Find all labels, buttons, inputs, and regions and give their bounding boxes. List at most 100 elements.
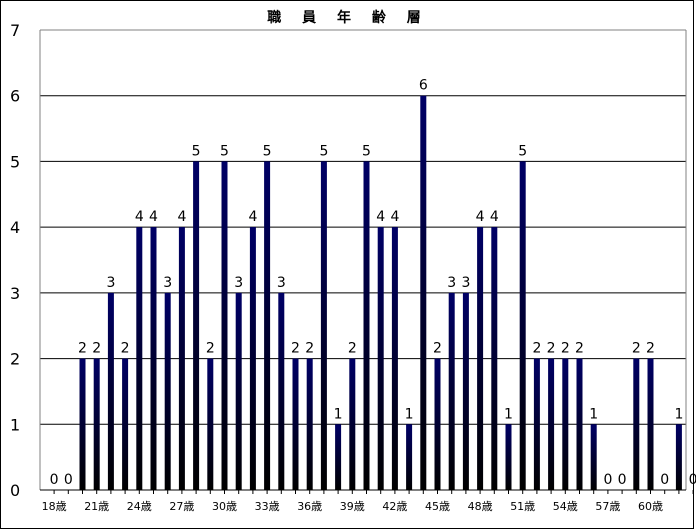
y-tick-label: 3 — [10, 284, 20, 303]
bar — [462, 292, 469, 490]
x-tick-label: 45歳 — [425, 500, 450, 513]
bar — [633, 358, 640, 490]
bar — [249, 227, 256, 490]
data-label: 2 — [547, 341, 556, 357]
x-tick-label: 42歳 — [382, 500, 407, 513]
data-label: 1 — [589, 406, 598, 422]
bar — [107, 292, 114, 490]
bar — [519, 161, 526, 490]
data-label: 1 — [674, 406, 683, 422]
bar — [377, 227, 384, 490]
bar — [136, 227, 143, 490]
data-label: 4 — [248, 209, 257, 225]
bar — [235, 292, 242, 490]
data-label: 6 — [419, 78, 428, 94]
x-tick-label: 27歳 — [169, 500, 194, 513]
bar — [434, 358, 441, 490]
bar — [193, 161, 200, 490]
data-label: 4 — [135, 209, 144, 225]
data-label: 3 — [234, 275, 243, 291]
bar — [335, 424, 342, 490]
data-label: 3 — [106, 275, 115, 291]
data-label: 4 — [476, 209, 485, 225]
data-label: 2 — [206, 341, 215, 357]
bar — [278, 292, 285, 490]
data-label: 2 — [78, 341, 87, 357]
chart-title: 職 員 年 齢 層 — [267, 10, 429, 26]
data-label: 5 — [518, 143, 527, 159]
x-tick-label: 48歳 — [468, 500, 493, 513]
x-tick-label: 21歳 — [84, 500, 109, 513]
y-tick-label: 4 — [10, 218, 20, 237]
data-label: 2 — [561, 341, 570, 357]
data-label: 4 — [490, 209, 499, 225]
x-tick-label: 39歳 — [340, 500, 365, 513]
bar — [533, 358, 540, 490]
data-label: 2 — [121, 341, 130, 357]
bar — [122, 358, 129, 490]
bar — [562, 358, 569, 490]
data-label: 2 — [532, 341, 541, 357]
bar — [264, 161, 271, 490]
x-tick-label: 30歳 — [212, 500, 237, 513]
data-label: 4 — [149, 209, 158, 225]
bar — [647, 358, 654, 490]
data-label: 5 — [319, 143, 328, 159]
data-label: 5 — [362, 143, 371, 159]
bar — [391, 227, 398, 490]
data-label: 0 — [618, 472, 627, 488]
bar — [207, 358, 214, 490]
data-label: 1 — [405, 406, 414, 422]
data-label: 4 — [390, 209, 399, 225]
data-label: 2 — [92, 341, 101, 357]
data-label: 2 — [291, 341, 300, 357]
bar — [576, 358, 583, 490]
y-tick-label: 6 — [10, 87, 20, 106]
bar — [363, 161, 370, 490]
data-label: 3 — [277, 275, 286, 291]
data-label: 1 — [504, 406, 513, 422]
bar — [675, 424, 682, 490]
data-label: 0 — [689, 472, 696, 488]
data-label: 5 — [192, 143, 201, 159]
x-tick-label: 33歳 — [255, 500, 280, 513]
bar — [79, 358, 86, 490]
data-label: 2 — [632, 341, 641, 357]
x-tick-label: 24歳 — [127, 500, 152, 513]
x-tick-label: 51歳 — [510, 500, 535, 513]
bar — [178, 227, 185, 490]
data-label: 3 — [461, 275, 470, 291]
data-label: 2 — [305, 341, 314, 357]
bar — [320, 161, 327, 490]
bar — [448, 292, 455, 490]
bar — [93, 358, 100, 490]
data-label: 2 — [433, 341, 442, 357]
bar — [150, 227, 157, 490]
y-tick-label: 7 — [10, 21, 20, 40]
bar — [406, 424, 413, 490]
x-tick-label: 60歳 — [638, 500, 663, 513]
data-label: 0 — [64, 472, 73, 488]
x-tick-label: 54歳 — [553, 500, 578, 513]
bar — [221, 161, 228, 490]
y-tick-label: 0 — [10, 481, 20, 500]
bar — [505, 424, 512, 490]
bar — [590, 424, 597, 490]
data-label: 2 — [646, 341, 655, 357]
data-label: 0 — [603, 472, 612, 488]
bar — [164, 292, 171, 490]
bar — [477, 227, 484, 490]
bar — [349, 358, 356, 490]
data-label: 2 — [348, 341, 357, 357]
data-label: 1 — [334, 406, 343, 422]
bar — [306, 358, 313, 490]
x-tick-label: 36歳 — [297, 500, 322, 513]
data-label: 2 — [575, 341, 584, 357]
y-tick-label: 1 — [10, 415, 20, 434]
y-tick-label: 5 — [10, 152, 20, 171]
data-label: 3 — [447, 275, 456, 291]
bar — [292, 358, 299, 490]
y-tick-label: 2 — [10, 350, 20, 369]
